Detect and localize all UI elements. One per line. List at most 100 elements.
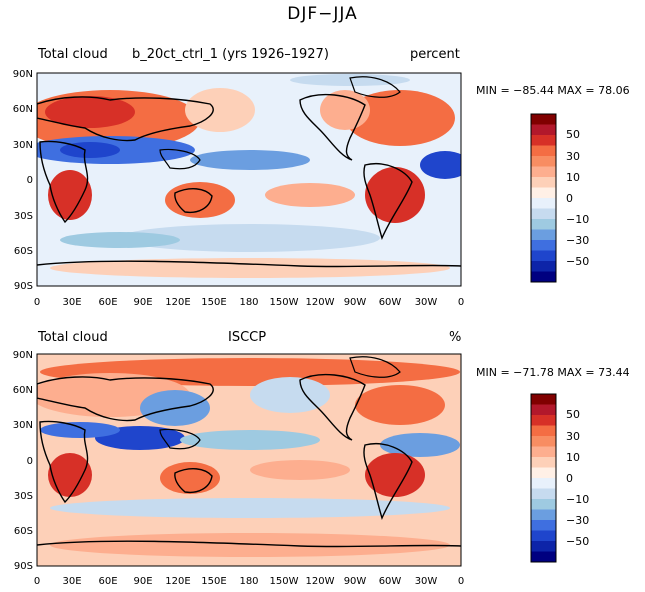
p2-cbar-swatch-15 (531, 551, 556, 563)
panel2-stats: MIN = −71.78 MAX = 73.44 (476, 366, 630, 379)
panel2-right-label: % (449, 330, 462, 345)
p2-cbar-swatch-4 (531, 436, 556, 447)
p1-lon-tick-3: 90E (133, 297, 152, 308)
p2-lat-tick-3: 0 (27, 456, 33, 467)
p2-cbar-label-1: 30 (566, 430, 580, 443)
p1-cbar-label-6: −50 (566, 255, 589, 268)
p2-cbar-label-4: −10 (566, 493, 589, 506)
panel1-right-label: percent (410, 47, 460, 62)
p1-cbar-swatch-9 (531, 208, 556, 220)
p1-lon-tick-4: 120E (165, 297, 190, 308)
p1-lat-tick-3: 0 (27, 175, 33, 186)
p1-cbar-swatch-10 (531, 219, 556, 230)
p1-lat-tick-5: 60S (14, 246, 33, 257)
p2-lon-tick-10: 60W (379, 576, 402, 587)
p2-cbar-label-6: −50 (566, 535, 589, 548)
p1-cbar-label-4: −10 (566, 213, 589, 226)
p2-cbar-label-0: 50 (566, 408, 580, 421)
p1-lon-tick-1: 30E (62, 297, 81, 308)
p1-lon-tick-5: 150E (201, 297, 226, 308)
p1-lon-tick-2: 60E (98, 297, 117, 308)
p1-lon-tick-0: 0 (34, 297, 40, 308)
p2-cbar-swatch-1 (531, 404, 556, 416)
p1-lat-tick-2: 30N (13, 140, 33, 151)
p2-lat-tick-4: 30S (14, 491, 33, 502)
p2-lat-tick-2: 30N (13, 420, 33, 431)
p1-lon-tick-6: 180 (239, 297, 258, 308)
p2-cbar-swatch-12 (531, 520, 556, 531)
p2-cbar-label-5: −30 (566, 514, 589, 527)
panel2-map (37, 354, 461, 566)
p1-lat-tick-6: 90S (14, 281, 33, 292)
p1-cbar-swatch-3 (531, 145, 556, 157)
p2-lon-tick-6: 180 (239, 576, 258, 587)
panel2-center-label: ISCCP (228, 330, 267, 345)
p2-cbar-swatch-7 (531, 467, 556, 479)
p2-cbar-label-2: 10 (566, 451, 580, 464)
p2-cbar-swatch-14 (531, 541, 556, 552)
p1-lon-tick-8: 120W (306, 297, 335, 308)
p1-cbar-swatch-8 (531, 198, 556, 209)
p1-lat-tick-4: 30S (14, 211, 33, 222)
p2-cbar-swatch-5 (531, 446, 556, 458)
panel1-center-label: b_20ct_ctrl_1 (yrs 1926–1927) (132, 47, 329, 62)
p2-cbar-swatch-9 (531, 488, 556, 500)
p2-lon-tick-0: 0 (34, 576, 40, 587)
panel2-frame (36, 353, 462, 567)
p1-cbar-label-3: 0 (566, 192, 573, 205)
p1-cbar-label-1: 30 (566, 150, 580, 163)
p1-cbar-label-2: 10 (566, 171, 580, 184)
p2-lon-tick-8: 120W (306, 576, 335, 587)
p2-lat-tick-1: 60N (13, 385, 33, 396)
p1-cbar-swatch-5 (531, 166, 556, 178)
panel1-left-label: Total cloud (38, 47, 108, 62)
figure-title: DJF−JJA (287, 4, 358, 24)
p2-lon-tick-5: 150E (201, 576, 226, 587)
p1-lon-tick-12: 0 (458, 297, 464, 308)
p2-cbar-swatch-13 (531, 530, 556, 542)
p1-lon-tick-9: 90W (344, 297, 367, 308)
p1-cbar-swatch-1 (531, 124, 556, 136)
p1-cbar-swatch-11 (531, 229, 556, 241)
p1-cbar-swatch-12 (531, 240, 556, 251)
p2-lon-tick-1: 30E (62, 576, 81, 587)
p2-cbar-swatch-8 (531, 478, 556, 489)
p2-cbar-swatch-6 (531, 457, 556, 468)
p2-lon-tick-12: 0 (458, 576, 464, 587)
p1-lat-tick-1: 60N (13, 104, 33, 115)
p2-cbar-swatch-10 (531, 499, 556, 510)
panel2-colorbar (530, 393, 557, 563)
p2-cbar-swatch-2 (531, 415, 556, 426)
p1-cbar-swatch-7 (531, 187, 556, 199)
p2-lon-tick-3: 90E (133, 576, 152, 587)
p1-cbar-frame (530, 113, 557, 283)
p2-cbar-swatch-11 (531, 509, 556, 521)
p2-lat-tick-5: 60S (14, 526, 33, 537)
p2-lat-tick-6: 90S (14, 561, 33, 572)
p1-cbar-swatch-2 (531, 135, 556, 146)
p1-lon-tick-10: 60W (379, 297, 402, 308)
p2-cbar-frame (530, 393, 557, 563)
p2-lon-tick-7: 150W (270, 576, 299, 587)
panel1-map (37, 73, 461, 286)
p2-lon-tick-9: 90W (344, 576, 367, 587)
p1-lat-tick-0: 90N (13, 69, 33, 80)
p1-cbar-swatch-6 (531, 177, 556, 188)
p2-lon-tick-2: 60E (98, 576, 117, 587)
panel1-frame (36, 72, 462, 287)
p2-cbar-swatch-3 (531, 425, 556, 437)
p1-cbar-swatch-13 (531, 250, 556, 262)
p2-cbar-swatch-0 (531, 394, 556, 405)
p2-lon-tick-11: 30W (415, 576, 438, 587)
p1-lon-tick-7: 150W (270, 297, 299, 308)
p1-cbar-swatch-14 (531, 261, 556, 272)
panel1-colorbar (530, 113, 557, 283)
panel2-left-label: Total cloud (38, 330, 108, 345)
p1-cbar-swatch-15 (531, 271, 556, 283)
p1-cbar-swatch-4 (531, 156, 556, 167)
p1-cbar-label-5: −30 (566, 234, 589, 247)
p2-cbar-label-3: 0 (566, 472, 573, 485)
panel1-stats: MIN = −85.44 MAX = 78.06 (476, 84, 630, 97)
p1-cbar-swatch-0 (531, 114, 556, 125)
